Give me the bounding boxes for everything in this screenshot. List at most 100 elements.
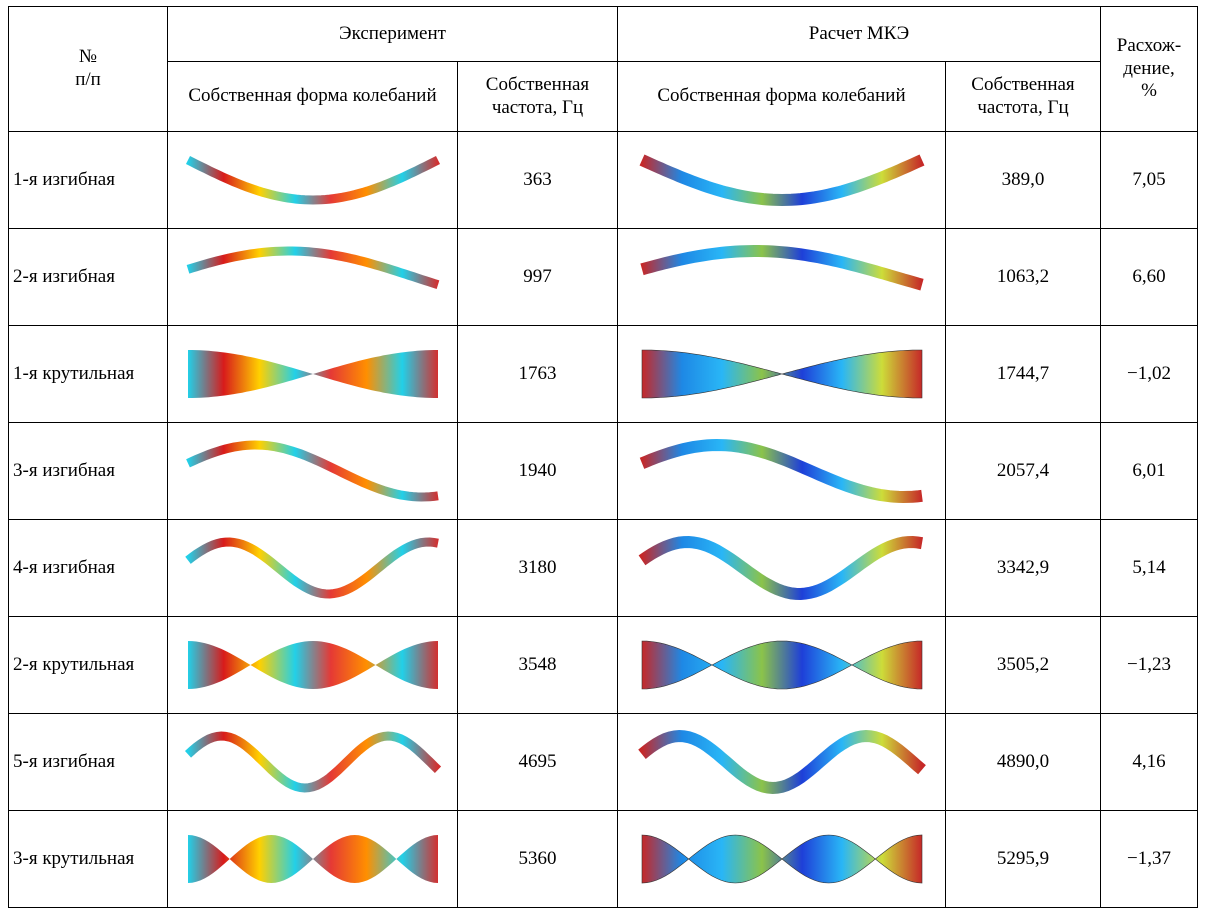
experiment-shape-cell [168,811,458,908]
fem-mode-image [632,819,932,899]
mode-surface [188,835,438,883]
experiment-shape-cell [168,229,458,326]
frequency-header: Собственная частота, Гц [946,62,1101,132]
difference: −1,02 [1101,326,1198,423]
fem-shape-cell [618,132,946,229]
mode-curve [642,160,922,200]
mode-curve [188,445,438,497]
number-sign: № [13,46,163,69]
mode-curve [642,445,922,497]
experiment-mode-image [178,625,448,705]
page: №п/п Эксперимент Расчет МКЭ Расхож-дение… [0,0,1205,901]
fem-frequency: 2057,4 [946,423,1101,520]
experiment-header: Эксперимент [168,7,618,62]
fem-frequency: 1063,2 [946,229,1101,326]
difference-header: Расхож-дение,% [1101,7,1198,132]
mode-shape-header: Собственная форма колебаний [618,62,946,132]
mode-surface [642,641,922,689]
experiment-shape-cell [168,326,458,423]
number-sub: п/п [13,69,163,92]
difference-line: Расхож- [1105,35,1193,58]
mode-name: 2-я изгибная [9,229,168,326]
fem-shape-cell [618,229,946,326]
mode-surface [642,350,922,398]
experiment-mode-image [178,528,448,608]
mode-curve [188,736,438,788]
experiment-mode-image [178,431,448,511]
mode-curve [642,542,922,594]
experiment-mode-image [178,140,448,220]
fem-mode-image [632,140,932,220]
fem-shape-cell [618,617,946,714]
mode-curve [188,160,438,200]
experiment-shape-cell [168,423,458,520]
experiment-mode-image [178,722,448,802]
mode-surface [188,350,438,398]
fem-shape-cell [618,520,946,617]
difference: 4,16 [1101,714,1198,811]
fem-frequency: 1744,7 [946,326,1101,423]
fem-frequency: 5295,9 [946,811,1101,908]
mode-name: 1-я крутильная [9,326,168,423]
fem-mode-image [632,334,932,414]
experiment-frequency: 1763 [458,326,618,423]
fem-mode-image [632,237,932,317]
fem-mode-image [632,431,932,511]
fem-frequency: 3505,2 [946,617,1101,714]
experiment-mode-image [178,819,448,899]
experiment-shape-cell [168,714,458,811]
difference-line: % [1105,80,1193,103]
experiment-mode-image [178,237,448,317]
fem-mode-image [632,528,932,608]
difference: 7,05 [1101,132,1198,229]
experiment-frequency: 997 [458,229,618,326]
mode-curve [188,542,438,594]
fem-frequency: 3342,9 [946,520,1101,617]
fem-shape-cell [618,714,946,811]
frequency-header: Собственная частота, Гц [458,62,618,132]
difference: 5,14 [1101,520,1198,617]
mode-name: 2-я крутильная [9,617,168,714]
experiment-shape-cell [168,520,458,617]
mode-shape-header: Собственная форма колебаний [168,62,458,132]
experiment-mode-image [178,334,448,414]
mode-name: 5-я изгибная [9,714,168,811]
fem-shape-cell [618,811,946,908]
fem-shape-cell [618,423,946,520]
fem-frequency: 4890,0 [946,714,1101,811]
experiment-shape-cell [168,617,458,714]
difference: 6,60 [1101,229,1198,326]
experiment-frequency: 5360 [458,811,618,908]
difference: 6,01 [1101,423,1198,520]
experiment-shape-cell [168,132,458,229]
difference-line: дение, [1105,58,1193,81]
experiment-frequency: 363 [458,132,618,229]
mode-name: 3-я крутильная [9,811,168,908]
mode-surface [188,641,438,689]
experiment-frequency: 4695 [458,714,618,811]
mode-name: 1-я изгибная [9,132,168,229]
mode-curve [642,251,922,285]
fem-header: Расчет МКЭ [618,7,1101,62]
fem-mode-image [632,722,932,802]
table-row: 1-я крутильная 1763 1744,7−1,02 [9,326,1198,423]
fem-frequency: 389,0 [946,132,1101,229]
mode-curve [188,251,438,285]
mode-curve [642,736,922,788]
mode-name: 4-я изгибная [9,520,168,617]
fem-shape-cell [618,326,946,423]
experiment-frequency: 3180 [458,520,618,617]
mode-name: 3-я изгибная [9,423,168,520]
mode-surface [642,835,922,883]
experiment-frequency: 3548 [458,617,618,714]
